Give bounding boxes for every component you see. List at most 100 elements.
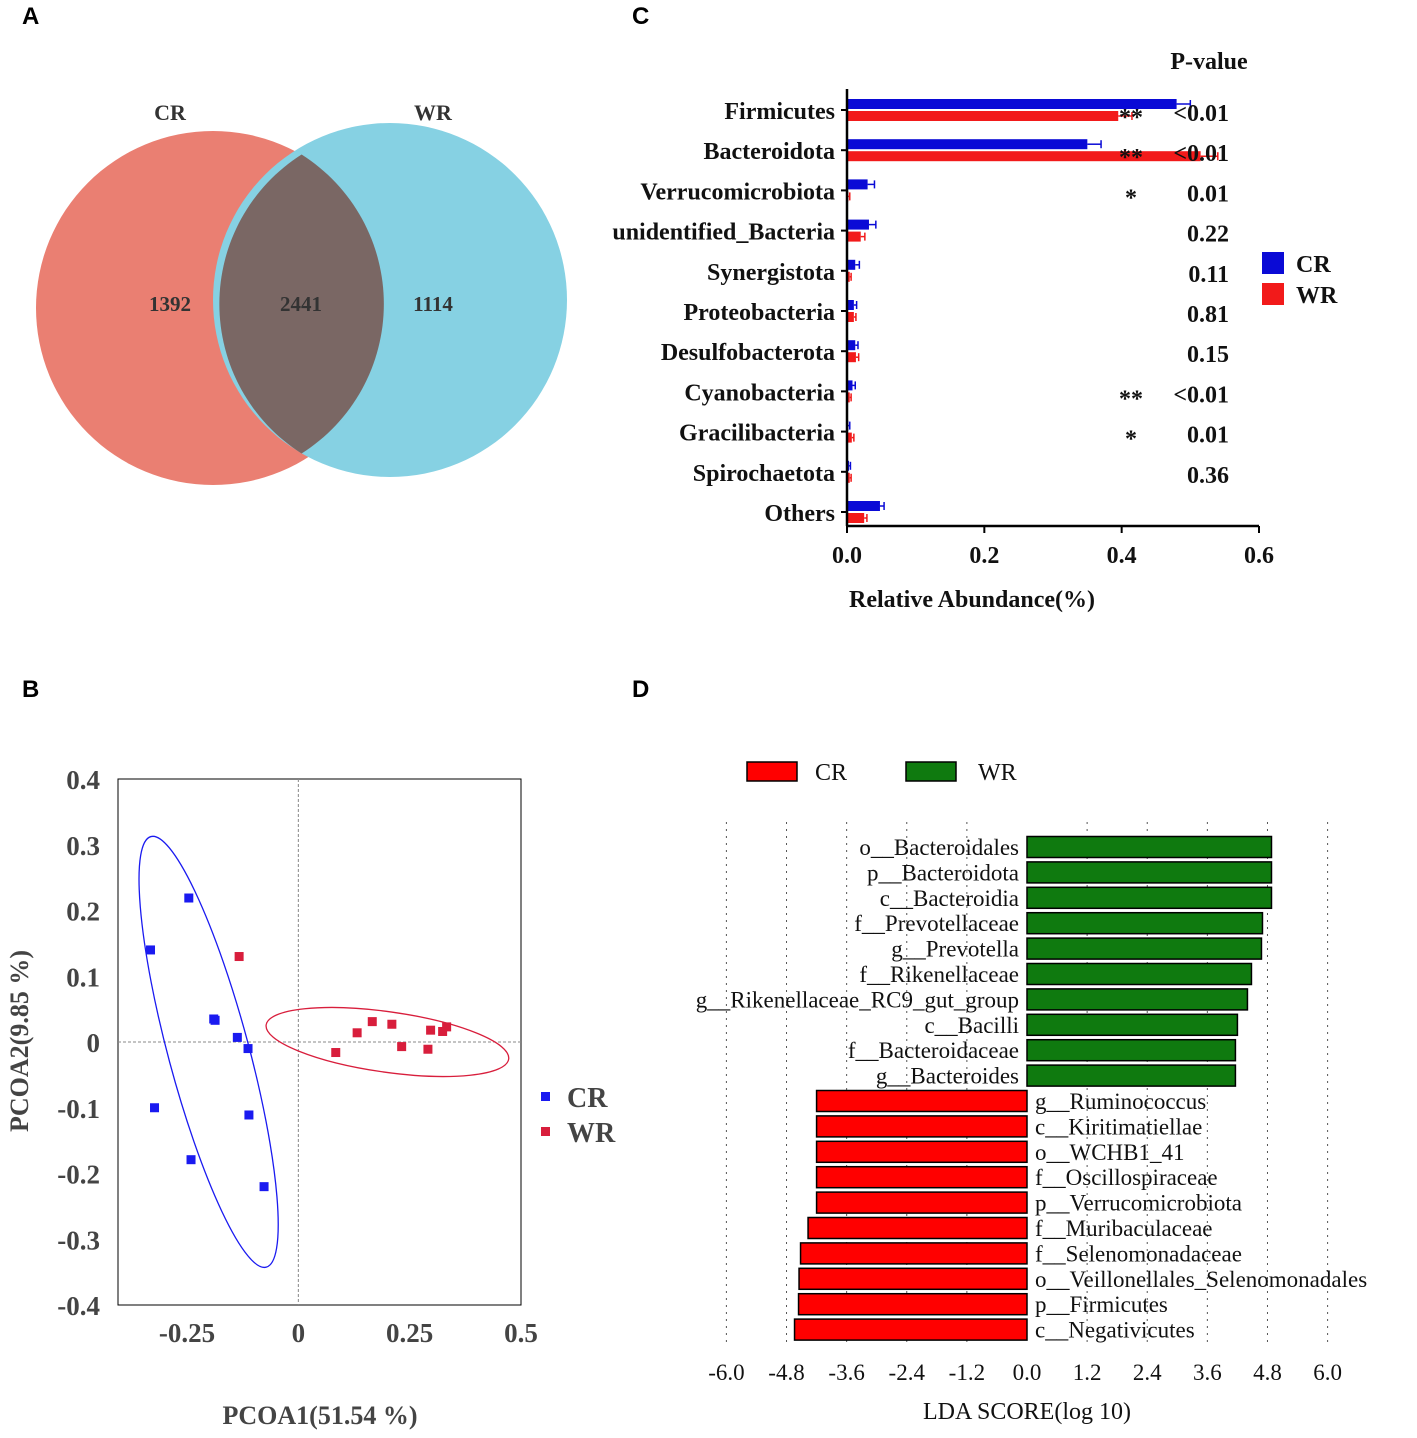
lda-x-tick-label: -2.4 (889, 1360, 926, 1385)
pcoa-point-cr (186, 1155, 196, 1165)
abundance-x-tick-label: 0.0 (832, 543, 862, 569)
lda-label-p-firmicutes: p__Firmicutes (1035, 1292, 1168, 1317)
lda-bar-c-negativicutes (793, 1318, 1028, 1341)
pcoa-legend-cr-swatch (541, 1092, 550, 1101)
lda-x-tick-label: -3.6 (828, 1360, 864, 1385)
venn-cr-unique-count: 1392 (149, 292, 191, 316)
abundance-significance: ** <0.01 ** <0.01 * 0.01 0.22 0.11 0.81 0.15 ** <0.… (1119, 101, 1229, 489)
lda-label-g-rikenellaceae-rc9-gut-group: g__Rikenellaceae_RC9_gut_group (696, 987, 1019, 1012)
lda-taxon-labels: o__Bacteroidalesp__Bacteroidotac__Bacter… (696, 835, 1367, 1343)
lda-bar-f-selenomonadaceae (799, 1242, 1028, 1265)
abundance-axes: 0.0 0.2 0.4 0.6 (832, 89, 1274, 569)
abundance-pvalue: 0.01 (1187, 423, 1229, 449)
lda-legend-wr-swatch (905, 761, 957, 782)
lda-x-tick-label: 0.0 (1013, 1360, 1042, 1385)
pcoa-point-wr (387, 1019, 397, 1029)
pcoa-point-wr (397, 1042, 407, 1052)
pcoa-y-tick-label: -0.2 (57, 1160, 100, 1190)
pcoa-point-cr (146, 945, 156, 955)
pcoa-points (146, 893, 452, 1192)
venn-wr-label: WR (414, 100, 453, 125)
pcoa-ellipse-cr (138, 835, 279, 1269)
lda-bar-p-firmicutes (797, 1292, 1028, 1316)
abundance-legend-wr-label: WR (1296, 283, 1338, 309)
venn-overlap-region (219, 154, 384, 454)
abundance-category-synergistota: Synergistota (707, 260, 835, 286)
abundance-category-desulfobacterota: Desulfobacterota (661, 340, 835, 366)
abundance-bar-wr (847, 312, 854, 322)
abundance-bar-wr (847, 352, 856, 363)
lda-label-f-muribaculaceae: f__Muribaculaceae (1035, 1216, 1213, 1241)
abundance-bar-cr (847, 179, 868, 190)
pcoa-point-cr (244, 1110, 254, 1120)
abundance-category-spirochaetota: Spirochaetota (693, 461, 835, 487)
abundance-category-gracilibacteria: Gracilibacteria (679, 421, 835, 447)
pcoa-point-wr (331, 1048, 341, 1058)
pcoa-point-wr (234, 952, 244, 962)
abundance-significance-mark: ** (1119, 386, 1143, 412)
abundance-pvalue: 0.81 (1187, 302, 1229, 328)
pcoa-point-wr (438, 1026, 448, 1036)
lda-bar-f-oscillospiraceae (815, 1165, 1028, 1189)
abundance-pvalue: <0.01 (1173, 101, 1229, 127)
pcoa-point-wr (442, 1022, 452, 1032)
panel-label-a: A (22, 3, 39, 30)
pcoa-point-wr (423, 1044, 433, 1054)
lda-bar-g-rikenellaceae-rc9-gut-group (1026, 988, 1249, 1011)
pcoa-point-cr (232, 1032, 242, 1042)
lda-bar-o-veillonellales-selenomonadales (798, 1267, 1028, 1291)
abundance-bar-cr (847, 99, 1177, 109)
lda-label-c-bacteroidia: c__Bacteroidia (880, 886, 1019, 911)
pcoa-point-wr (352, 1028, 362, 1038)
pcoa-y-tick-label: -0.4 (57, 1291, 100, 1321)
abundance-legend-wr-swatch (1262, 283, 1284, 305)
abundance-bar-wr (847, 432, 852, 443)
lda-bar-o-bacteroidales (1026, 835, 1273, 859)
lda-bar-p-verrucomicrobiota (815, 1191, 1028, 1214)
pcoa-y-tick-label: -0.1 (57, 1094, 100, 1124)
abundance-significance-mark: ** (1119, 145, 1143, 171)
abundance-category-unidentified-bacteria: unidentified_Bacteria (612, 220, 835, 246)
panel-label-b: B (22, 676, 39, 703)
lda-label-o-wchb1-41: o__WCHB1_41 (1035, 1140, 1185, 1165)
abundance-pvalue: <0.01 (1173, 382, 1229, 408)
abundance-category-proteobacteria: Proteobacteria (684, 300, 836, 326)
abundance-category-firmicutes: Firmicutes (724, 99, 835, 125)
abundance-category-others: Others (764, 501, 835, 527)
abundance-significance-mark: * (1125, 427, 1137, 453)
lda-bar-f-bacteroidaceae (1026, 1038, 1237, 1062)
abundance-pvalue: 0.15 (1187, 342, 1229, 368)
pcoa-point-wr (426, 1025, 436, 1035)
lda-label-o-veillonellales-selenomonadales: o__Veillonellales_Selenomonadales (1035, 1267, 1367, 1292)
abundance-bar-cr (847, 501, 880, 511)
abundance-bar-wr (847, 392, 850, 403)
abundance-x-axis-label: Relative Abundance(%) (849, 587, 1095, 613)
abundance-bar-cr (847, 380, 853, 391)
abundance-category-cyanobacteria: Cyanobacteria (684, 380, 835, 406)
lda-bar-c-bacilli (1026, 1013, 1239, 1037)
lda-bar-p-bacteroidota (1026, 861, 1273, 884)
panel-label-d: D (632, 676, 649, 703)
pcoa-y-tick-label: 0.1 (66, 962, 100, 992)
pcoa-legend-wr-label: WR (567, 1118, 616, 1149)
lda-x-tick-labels: -6.0 -4.8 -3.6 -2.4 -1.2 0.0 1.2 2.4 3.6 4.8 6.0 (708, 1360, 1342, 1385)
lda-x-tick-label: 4.8 (1253, 1360, 1282, 1385)
abundance-pvalue: 0.36 (1187, 463, 1229, 489)
pcoa-scatter-plot: 0.4 0.3 0.2 0.1 0 -0.1 -0.2 -0.3 -0.4 -0.25 0 0.25… (5, 765, 616, 1430)
pcoa-y-tick-label: 0 (87, 1028, 101, 1058)
venn-intersection-count: 2441 (280, 292, 322, 316)
pcoa-ellipse-wr (265, 1006, 510, 1078)
pcoa-y-tick-label: 0.3 (66, 831, 100, 861)
lda-x-tick-label: 2.4 (1133, 1360, 1162, 1385)
abundance-bar-cr (847, 139, 1088, 150)
lda-legend-cr-swatch (746, 761, 798, 782)
venn-diagram: CR WR 1392 2441 1114 (36, 100, 567, 485)
pcoa-x-tick-label: -0.25 (159, 1318, 215, 1348)
lda-bar-f-prevotellaceae (1026, 911, 1264, 935)
lda-label-p-verrucomicrobiota: p__Verrucomicrobiota (1035, 1191, 1242, 1216)
lda-label-c-kiritimatiellae: c__Kiritimatiellae (1035, 1114, 1202, 1139)
abundance-x-tick-label: 0.4 (1107, 543, 1137, 569)
lda-x-tick-label: 3.6 (1193, 1360, 1222, 1385)
pcoa-point-cr (184, 893, 194, 903)
